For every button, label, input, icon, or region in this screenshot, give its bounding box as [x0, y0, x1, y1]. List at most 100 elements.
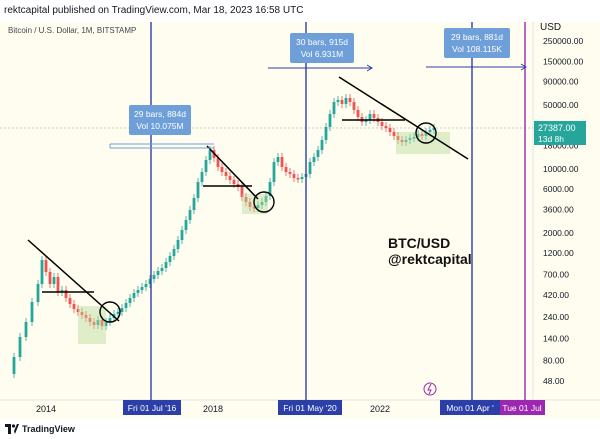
y-tick-label: 150000.00 — [543, 56, 583, 66]
y-tick-label: 10000.00 — [543, 164, 579, 174]
y-tick-label: 50000.00 — [543, 100, 579, 110]
candle-body — [30, 302, 34, 322]
candle-body — [180, 230, 184, 240]
candle-body — [244, 197, 248, 202]
candle-body — [204, 160, 208, 172]
candle-body — [116, 312, 120, 314]
candle-body — [380, 122, 384, 126]
candle-body — [12, 357, 16, 374]
candle-body — [248, 202, 252, 207]
candle-body — [132, 293, 136, 298]
watermark-author: @rektcapital — [388, 251, 472, 267]
annotation-2-vol: Vol 6.931M — [301, 49, 344, 59]
candle-body — [392, 132, 396, 136]
candle-body — [64, 290, 68, 298]
candle-body — [172, 249, 176, 256]
candle-body — [164, 262, 168, 268]
candle-body — [124, 303, 128, 308]
candle-body — [196, 182, 200, 198]
candle-body — [80, 312, 84, 315]
candle-body — [364, 120, 368, 122]
candle-body — [412, 137, 416, 139]
candle-body — [428, 130, 432, 132]
price-axis: 250000.00150000.0090000.0050000.0030000.… — [543, 36, 583, 386]
candle-body — [388, 128, 392, 132]
y-tick-label: 420.00 — [543, 290, 569, 300]
candle-body — [152, 275, 156, 279]
candle-body — [404, 140, 408, 142]
candle-body — [312, 157, 316, 162]
cycle-markers — [150, 22, 526, 400]
candle-body — [104, 322, 108, 326]
annotation-1[interactable]: 29 bars, 884d Vol 10.075M — [129, 105, 191, 135]
candle-body — [56, 277, 60, 292]
consolidation-box — [78, 306, 106, 344]
candle-body — [216, 158, 220, 167]
breakout-circles — [99, 122, 437, 323]
candle-body — [120, 308, 124, 312]
candle-body — [72, 304, 76, 309]
candle-body — [268, 182, 272, 196]
y-tick-label: 1200.00 — [543, 248, 574, 258]
annotation-2-bars: 30 bars, 915d — [296, 37, 348, 47]
candle-body — [340, 100, 344, 104]
consolidation-box — [242, 194, 268, 214]
candle-body — [384, 126, 388, 128]
candle-body — [68, 298, 72, 304]
bar-countdown: 13d 8h — [538, 134, 564, 144]
price-chart[interactable]: 29 bars, 884d Vol 10.075M 30 bars, 915d … — [0, 22, 600, 419]
candle-body — [136, 290, 140, 293]
watermark-pair: BTC/USD — [388, 235, 450, 251]
candle-body — [36, 284, 40, 302]
candle-body — [264, 196, 268, 202]
candle-body — [280, 157, 284, 167]
y-tick-label: 140.00 — [543, 334, 569, 344]
candle-body — [140, 287, 144, 290]
candle-body — [160, 268, 164, 271]
marker-label-4-bg — [500, 400, 545, 415]
candle-body — [320, 140, 324, 150]
annotation-1-vol: Vol 10.075M — [136, 121, 183, 131]
time-axis: 2014 2018 2022 Fri 01 Jul '16 Fri 01 May… — [36, 400, 545, 415]
candle-body — [156, 271, 160, 275]
candle-body — [88, 318, 92, 322]
candle-body — [40, 260, 44, 284]
candle-body — [92, 322, 96, 325]
marker-label-3-bg — [440, 400, 500, 415]
candle-body — [260, 202, 264, 205]
marker-label-1-bg — [123, 400, 181, 415]
y-tick-label: 18000.00 — [543, 141, 579, 151]
chart-canvas: 29 bars, 884d Vol 10.075M 30 bars, 915d … — [0, 22, 600, 415]
candle-body — [24, 322, 28, 337]
annotation-2[interactable]: 30 bars, 915d Vol 6.931M — [290, 33, 354, 63]
candle-body — [44, 260, 48, 272]
candle-body — [18, 337, 22, 357]
marker-label-4: Tue 01 Jul — [502, 403, 541, 413]
footer-brand: TradingView — [22, 424, 75, 434]
candle-body — [292, 174, 296, 178]
footer-bar: TradingView — [0, 419, 600, 439]
x-tick-2014: 2014 — [36, 404, 56, 414]
candle-body — [232, 180, 236, 184]
candle-body — [420, 134, 424, 136]
x-tick-2018: 2018 — [203, 404, 223, 414]
last-price: 27387.00 — [538, 123, 576, 133]
lightning-icon[interactable] — [423, 382, 437, 396]
candle-body — [300, 177, 304, 179]
trend-lines — [27, 76, 469, 322]
candle-body — [272, 162, 276, 182]
candle-body — [96, 320, 100, 325]
candle-body — [224, 172, 228, 176]
candle-body — [128, 298, 132, 303]
symbol-title: Bitcoin / U.S. Dollar, 1M, BITSTAMP — [8, 26, 137, 35]
candle-body — [328, 114, 332, 127]
candle-body — [332, 102, 336, 114]
marker-label-1: Fri 01 Jul '16 — [128, 403, 177, 413]
candle-body — [228, 176, 232, 180]
candle-body — [356, 110, 360, 117]
annotation-3[interactable]: 29 bars, 881d Vol 108.115K — [444, 28, 510, 58]
range-measurements — [109, 63, 527, 149]
candle-body — [48, 272, 52, 284]
y-tick-label: 48.00 — [543, 376, 565, 386]
candle-body — [84, 315, 88, 318]
